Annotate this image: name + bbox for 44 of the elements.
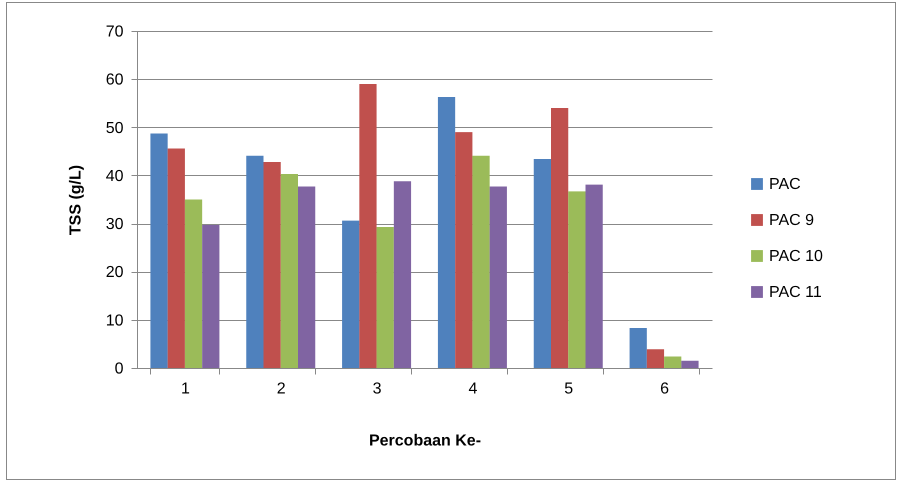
y-axis-title: TSS (g/L) [68,164,85,236]
bar [646,349,664,368]
bar [298,186,316,368]
x-tick-label: 6 [660,380,670,398]
x-axis-title: Percobaan Ke- [368,432,482,450]
bar [455,132,472,368]
bar [490,186,507,368]
bar [630,328,647,368]
bar [534,159,551,368]
legend-label: PAC 9 [769,212,814,229]
bar [664,356,682,368]
x-tick-label: 5 [564,380,574,398]
bar [681,360,699,368]
x-tick-label: 2 [276,380,286,398]
y-tick-label: 30 [106,216,124,234]
bar [246,156,264,368]
bar [264,162,281,368]
bar [359,84,377,368]
legend-label: PAC 11 [769,284,822,301]
bar [394,181,412,368]
bar [168,148,185,368]
legend-label: PAC 10 [769,248,824,265]
y-tick-label: 60 [106,72,124,89]
legend-label: PAC [769,176,801,193]
bar [150,134,168,368]
y-tick-label: 10 [106,312,124,330]
bar [376,226,394,368]
y-tick-label: 40 [106,168,124,185]
bar [280,174,298,368]
y-tick-label: 70 [106,24,124,40]
bar [586,184,603,368]
y-tick-label: 50 [106,120,124,137]
bar [438,96,456,368]
y-tick-label: 0 [114,360,124,378]
bar [568,191,586,368]
y-tick-label: 20 [106,264,124,282]
x-tick-label: 1 [180,380,190,398]
x-tick-label: 4 [468,380,478,398]
bar [184,200,202,368]
bar [551,108,568,368]
bar [342,220,360,368]
bar [472,156,490,368]
x-tick-label: 3 [372,380,382,398]
bar [202,225,220,368]
